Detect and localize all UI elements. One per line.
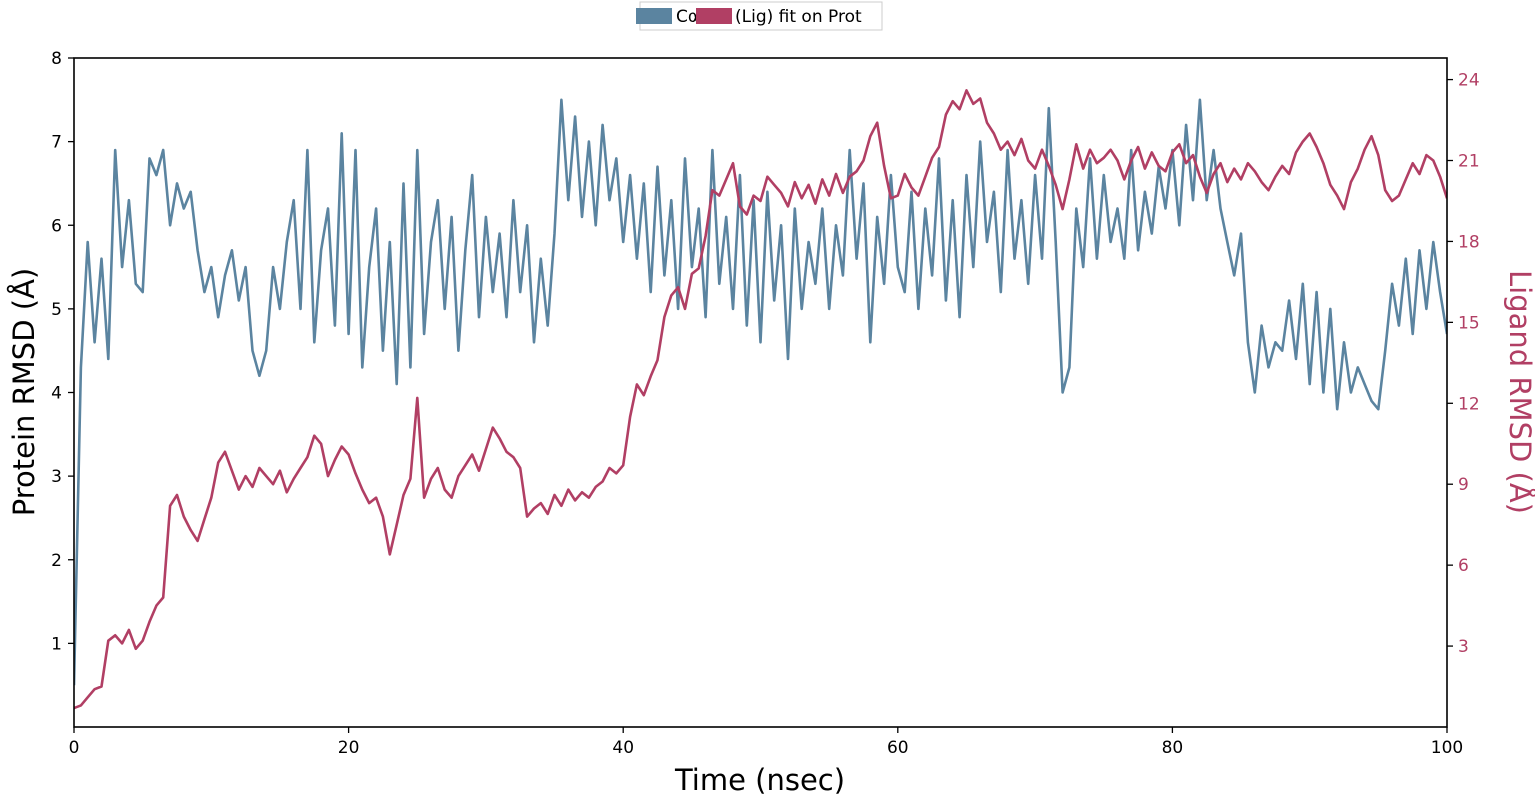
y-left-tick-label: 4 xyxy=(51,384,62,404)
legend: Cα (Lig) fit on Prot xyxy=(636,1,883,31)
y-right-tick-label: 6 xyxy=(1458,556,1469,576)
y-right-tick-label: 15 xyxy=(1458,313,1480,333)
y-right-tick-label: 18 xyxy=(1458,232,1480,252)
legend-label-protein: Cα xyxy=(676,7,699,27)
y-right-tick-label: 3 xyxy=(1458,637,1469,657)
legend-swatch-ligand xyxy=(696,8,732,24)
ligand-rmsd-line xyxy=(74,89,1447,710)
legend-swatch-protein xyxy=(636,8,672,24)
y-right-tick-label: 21 xyxy=(1458,152,1480,172)
plot-frame xyxy=(73,57,1448,728)
y-axis-title-left: Protein RMSD (Å) xyxy=(7,268,41,516)
y-right-tick-label: 24 xyxy=(1458,71,1480,91)
x-tick-label: 100 xyxy=(1431,738,1463,758)
y-left-tick-label: 6 xyxy=(51,216,62,236)
y-left-tick-label: 3 xyxy=(51,467,62,487)
y-left-tick-label: 2 xyxy=(51,551,62,571)
x-tick-label: 0 xyxy=(69,738,80,758)
y-left-tick-label: 1 xyxy=(51,634,62,654)
x-tick-label: 20 xyxy=(338,738,360,758)
legend-label-ligand: (Lig) fit on Prot xyxy=(735,7,862,27)
legend-box xyxy=(639,1,883,31)
x-axis-title: Time (nsec) xyxy=(674,763,845,797)
protein-rmsd-line xyxy=(74,98,1447,686)
y-left-tick-label: 8 xyxy=(51,49,62,69)
x-tick-label: 80 xyxy=(1162,738,1184,758)
y-right-tick-label: 12 xyxy=(1458,394,1480,414)
x-tick-label: 60 xyxy=(887,738,909,758)
y-right-tick-label: 9 xyxy=(1458,475,1469,495)
y-left-tick-label: 5 xyxy=(51,300,62,320)
y-left-tick-label: 7 xyxy=(51,133,62,153)
x-tick-label: 40 xyxy=(612,738,634,758)
y-axis-title-right: Ligand RMSD (Å) xyxy=(1503,270,1535,514)
